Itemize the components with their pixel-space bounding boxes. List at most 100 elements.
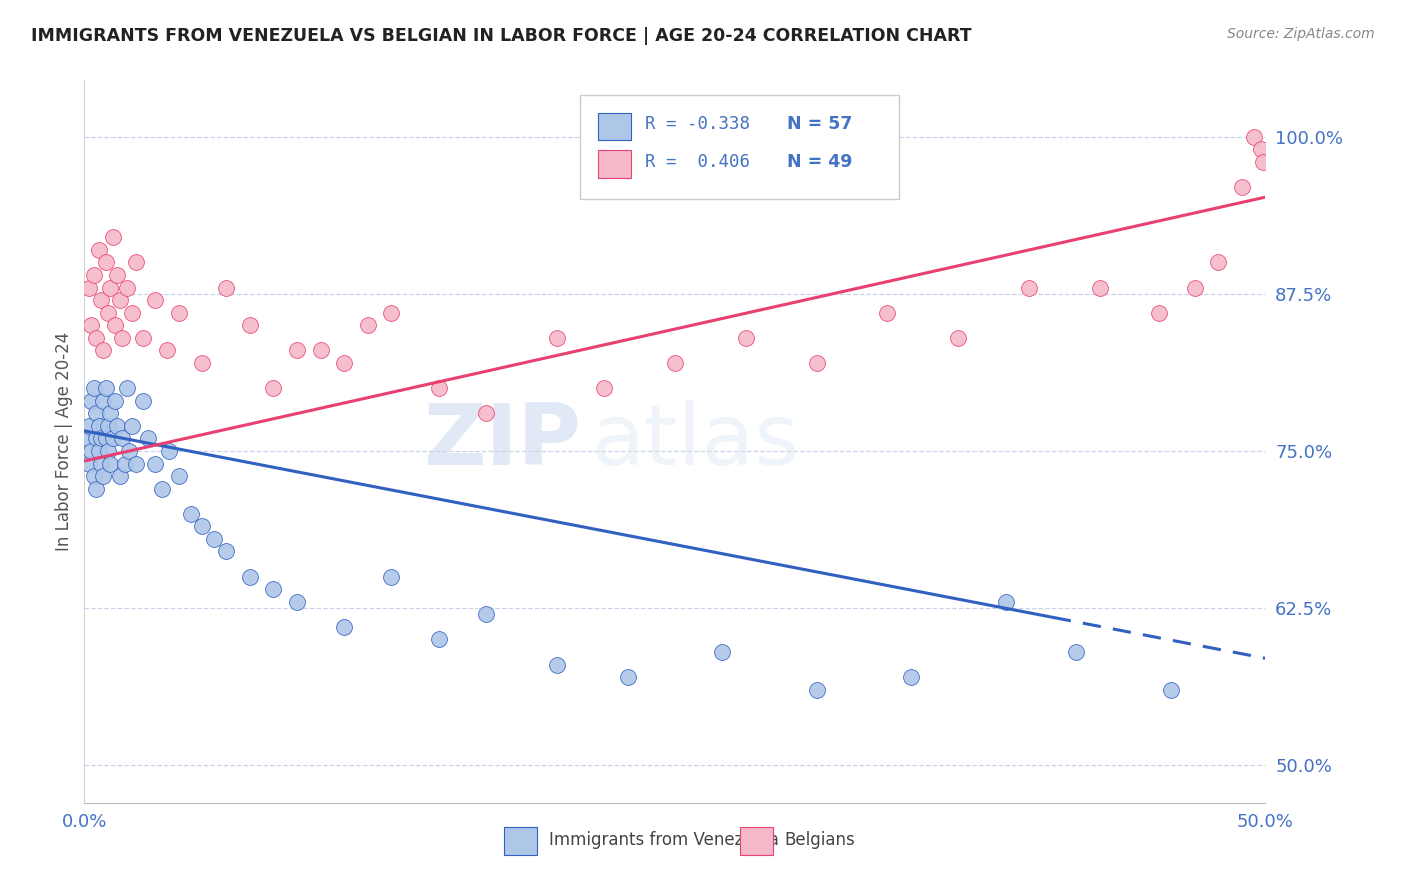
Point: [1088, 280, 1111, 294]
Point: [104, 318, 127, 333]
Point: [115, 280, 138, 294]
Point: [167, 306, 190, 320]
Point: [333, 356, 356, 370]
Point: [1066, 645, 1088, 659]
Point: [143, 293, 166, 308]
Point: [98, 280, 121, 294]
Text: Belgians: Belgians: [785, 831, 855, 849]
Point: [80, 393, 103, 408]
Text: IMMIGRANTS FROM VENEZUELA VS BELGIAN IN LABOR FORCE | AGE 20-24 CORRELATION CHAR: IMMIGRANTS FROM VENEZUELA VS BELGIAN IN …: [31, 27, 972, 45]
Point: [107, 268, 129, 282]
Point: [546, 657, 568, 672]
Point: [94, 255, 117, 269]
Point: [91, 343, 114, 358]
Bar: [598, 112, 631, 140]
Point: [121, 418, 143, 433]
Point: [121, 306, 143, 320]
Point: [90, 457, 112, 471]
Text: N = 49: N = 49: [787, 153, 852, 171]
Point: [87, 444, 110, 458]
Point: [94, 431, 117, 445]
Point: [948, 331, 970, 345]
Point: [357, 318, 380, 333]
Point: [239, 318, 262, 333]
Point: [1160, 682, 1182, 697]
Point: [77, 457, 100, 471]
Point: [115, 381, 138, 395]
Point: [285, 343, 308, 358]
Point: [94, 381, 117, 395]
Point: [427, 381, 450, 395]
Point: [108, 469, 131, 483]
Point: [84, 431, 107, 445]
Point: [1243, 129, 1265, 144]
Point: [136, 431, 159, 445]
Point: [90, 431, 112, 445]
Point: [427, 632, 450, 647]
Point: [80, 444, 103, 458]
Point: [239, 569, 262, 583]
Point: [1184, 280, 1206, 294]
Point: [191, 356, 214, 370]
Point: [876, 306, 898, 320]
Point: [125, 255, 148, 269]
Point: [309, 343, 332, 358]
Point: [132, 331, 155, 345]
Point: [91, 393, 114, 408]
Bar: [598, 151, 631, 178]
Point: [262, 582, 284, 597]
Bar: [740, 828, 773, 855]
Text: ZIP: ZIP: [423, 400, 581, 483]
Point: [107, 418, 129, 433]
Point: [380, 569, 402, 583]
Point: [1230, 180, 1253, 194]
Point: [150, 482, 173, 496]
Point: [156, 343, 179, 358]
Y-axis label: In Labor Force | Age 20-24: In Labor Force | Age 20-24: [55, 332, 73, 551]
Point: [143, 457, 166, 471]
Bar: [503, 828, 537, 855]
Text: N = 57: N = 57: [787, 115, 852, 133]
Point: [180, 507, 202, 521]
Point: [994, 595, 1017, 609]
Point: [475, 406, 498, 420]
Point: [111, 431, 134, 445]
Point: [118, 444, 141, 458]
Point: [98, 406, 121, 420]
Text: atlas: atlas: [592, 400, 800, 483]
Text: Immigrants from Venezuela: Immigrants from Venezuela: [548, 831, 779, 849]
Point: [806, 356, 828, 370]
Point: [91, 469, 114, 483]
Point: [84, 331, 107, 345]
Text: Source: ZipAtlas.com: Source: ZipAtlas.com: [1227, 27, 1375, 41]
Point: [1250, 142, 1272, 156]
Point: [108, 293, 131, 308]
Point: [593, 381, 616, 395]
Point: [83, 268, 105, 282]
Point: [157, 444, 180, 458]
Point: [84, 482, 107, 496]
Point: [84, 406, 107, 420]
Point: [285, 595, 308, 609]
Point: [191, 519, 214, 533]
Point: [734, 331, 756, 345]
Point: [104, 393, 127, 408]
Point: [215, 280, 238, 294]
Point: [546, 331, 568, 345]
Point: [98, 457, 121, 471]
Point: [101, 431, 124, 445]
Text: R =  0.406: R = 0.406: [645, 153, 751, 171]
Point: [167, 469, 190, 483]
Point: [1018, 280, 1040, 294]
Point: [1147, 306, 1170, 320]
Point: [262, 381, 284, 395]
Point: [83, 381, 105, 395]
Point: [97, 418, 120, 433]
Point: [87, 243, 110, 257]
Point: [1206, 255, 1229, 269]
Point: [475, 607, 498, 622]
Point: [215, 544, 238, 558]
Point: [132, 393, 155, 408]
Point: [711, 645, 734, 659]
Point: [101, 230, 124, 244]
